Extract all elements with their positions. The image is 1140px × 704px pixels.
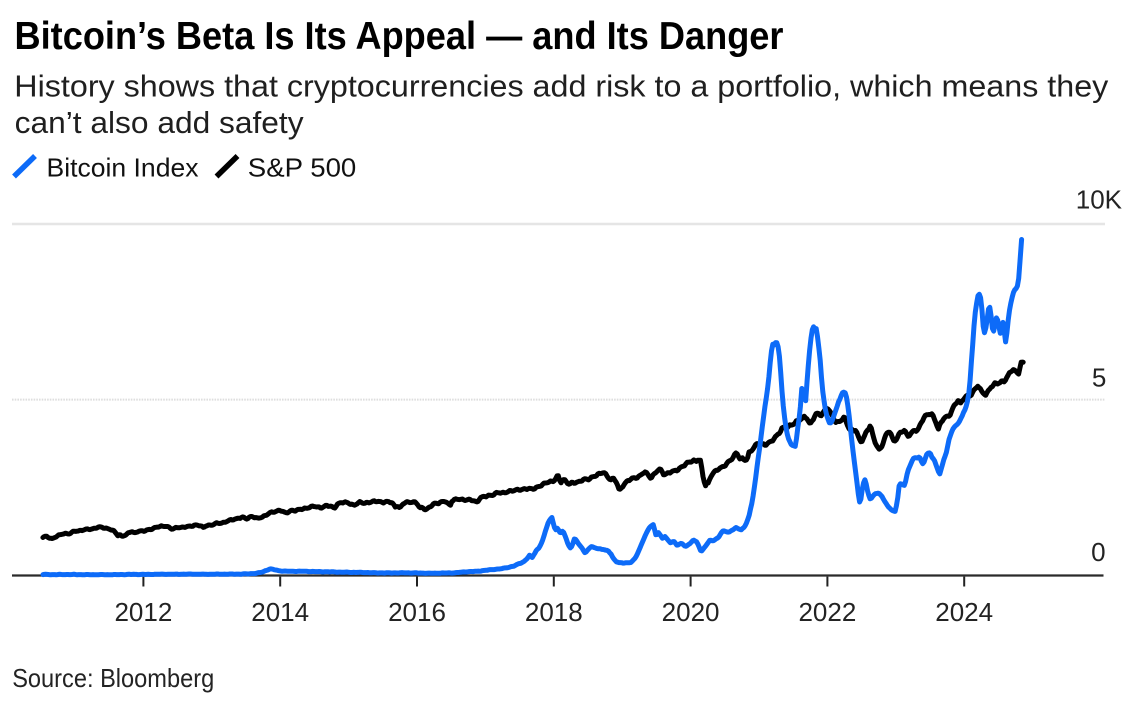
svg-text:Bitcoin’s Beta Is Its Appeal —: Bitcoin’s Beta Is Its Appeal — and Its D… xyxy=(15,15,784,58)
svg-text:2016: 2016 xyxy=(388,597,446,627)
svg-text:2022: 2022 xyxy=(798,597,856,627)
svg-text:2012: 2012 xyxy=(114,597,172,627)
svg-text:5: 5 xyxy=(1092,363,1106,393)
svg-text:2014: 2014 xyxy=(251,597,309,627)
svg-text:History shows that cryptocurre: History shows that cryptocurrencies add … xyxy=(14,68,1109,103)
svg-text:10K: 10K xyxy=(1076,184,1123,214)
svg-text:0: 0 xyxy=(1091,537,1105,567)
svg-text:2024: 2024 xyxy=(935,597,993,627)
svg-text:Bitcoin Index: Bitcoin Index xyxy=(47,153,199,183)
svg-text:2020: 2020 xyxy=(662,597,720,627)
svg-text:Source: Bloomberg: Source: Bloomberg xyxy=(12,663,214,693)
svg-text:can’t also add safety: can’t also add safety xyxy=(15,105,305,140)
svg-text:2018: 2018 xyxy=(525,597,583,627)
svg-text:S&P 500: S&P 500 xyxy=(248,153,356,183)
